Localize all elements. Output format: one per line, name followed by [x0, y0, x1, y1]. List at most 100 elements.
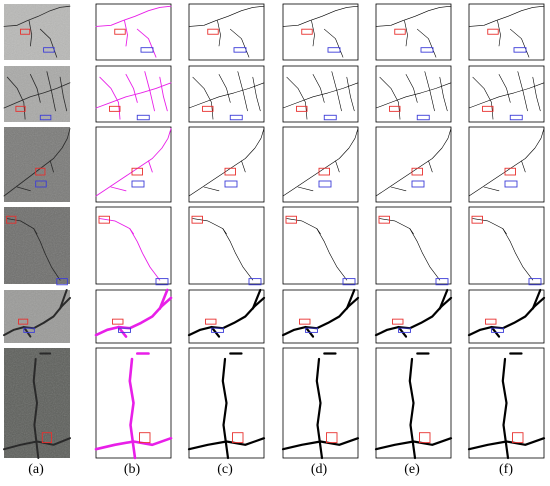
blue-box	[56, 278, 68, 286]
crack-line-1	[6, 218, 61, 281]
blue-box	[528, 278, 542, 286]
panel-r5-f	[467, 288, 546, 344]
red-box	[6, 215, 17, 224]
crack-map-frame	[282, 126, 359, 203]
red-box	[296, 105, 308, 112]
crack-line-4	[331, 71, 342, 112]
crack-line-3	[30, 74, 41, 103]
panel-r1-a	[3, 4, 71, 60]
crack-line-1	[95, 5, 172, 27]
crack-line-2	[390, 186, 407, 192]
panel-r4-b	[95, 206, 172, 286]
crack-map-frame	[95, 289, 172, 344]
blue-box	[416, 114, 430, 121]
crack-line-2	[438, 288, 449, 310]
crack-line-3	[218, 74, 231, 103]
crack-map-frame	[188, 3, 265, 61]
red-box	[205, 318, 217, 325]
crack-map-frame	[468, 206, 545, 285]
panel-r2-b	[95, 65, 172, 123]
crack-line-4	[237, 71, 248, 112]
crack-line-2	[297, 186, 314, 192]
crack-line-1	[32, 358, 40, 459]
red-box	[512, 432, 524, 444]
crack-line-2	[502, 228, 507, 235]
crack-line-3	[241, 160, 246, 173]
red-box	[41, 432, 52, 444]
crack-map-frame	[375, 206, 452, 285]
crack-line-2	[129, 228, 134, 235]
red-box	[389, 105, 401, 112]
red-box	[232, 432, 244, 444]
panel-r1-b	[95, 3, 172, 61]
red-box	[202, 105, 214, 112]
panel-r3-d	[282, 126, 359, 203]
red-box	[18, 318, 29, 325]
crack-line-2	[281, 437, 360, 451]
red-box	[482, 105, 494, 112]
column-label-c: (c)	[217, 462, 233, 477]
blue-box	[233, 47, 247, 53]
red-box	[285, 215, 297, 224]
crack-line-5	[346, 76, 355, 112]
crack-map-frame	[468, 65, 545, 123]
crack-line-3	[498, 74, 511, 103]
crack-line-3	[428, 160, 433, 173]
crack-line-1	[468, 82, 545, 109]
crack-line-3	[417, 28, 437, 58]
crack-map-frame	[282, 3, 359, 61]
crack-line-3	[125, 73, 138, 103]
crack-map-frame	[188, 289, 265, 344]
crack-line-1	[188, 5, 265, 27]
crack-line-2	[59, 289, 68, 310]
column-label-d: (d)	[310, 462, 328, 477]
crack-line-4	[424, 71, 435, 112]
red-box	[504, 167, 516, 176]
panel-r2-e	[375, 65, 452, 123]
crack-line-5	[59, 76, 68, 112]
crack-map-frame	[375, 126, 452, 203]
crack-line-2	[110, 186, 127, 192]
panel-r3-c	[188, 126, 265, 203]
crack-line-2	[6, 76, 26, 120]
crack-line-1	[375, 128, 452, 197]
blue-box	[491, 327, 504, 333]
crack-line-1	[282, 128, 359, 197]
panel-r6-a	[3, 348, 71, 459]
crack-line-2	[467, 437, 546, 451]
red-box	[301, 28, 313, 35]
crack-line-2	[379, 76, 401, 120]
red-box	[326, 432, 338, 444]
red-box	[131, 167, 143, 176]
crack-line-1	[375, 5, 452, 27]
crack-line-2	[124, 20, 128, 47]
crack-line-3	[304, 326, 315, 338]
crack-line-2	[472, 76, 494, 120]
panel-r4-a	[4, 207, 70, 286]
crack-line-1	[315, 357, 324, 460]
panel-r1-e	[375, 3, 452, 61]
photo-texture	[4, 290, 70, 343]
crack-line-1	[286, 218, 348, 281]
crack-line-2	[374, 437, 453, 451]
crack-line-3	[510, 28, 530, 58]
crack-map-frame	[375, 289, 452, 344]
red-box	[299, 318, 311, 325]
blue-box	[211, 327, 224, 333]
crack-line-2	[251, 288, 262, 310]
crack-line-1	[468, 5, 545, 27]
blue-box	[305, 327, 318, 333]
crack-line-3	[490, 326, 501, 338]
crack-line-2	[286, 76, 308, 120]
crack-line-1	[472, 218, 534, 281]
blue-box	[323, 114, 337, 121]
panel-r5-b	[94, 288, 173, 344]
panel-r4-c	[188, 206, 265, 286]
red-box	[378, 215, 390, 224]
crack-line-1	[188, 128, 265, 197]
crack-line-2	[99, 76, 121, 120]
crack-line-1	[128, 357, 137, 460]
red-box	[485, 318, 497, 325]
crack-map-frame	[282, 206, 359, 285]
blue-box	[23, 327, 35, 333]
